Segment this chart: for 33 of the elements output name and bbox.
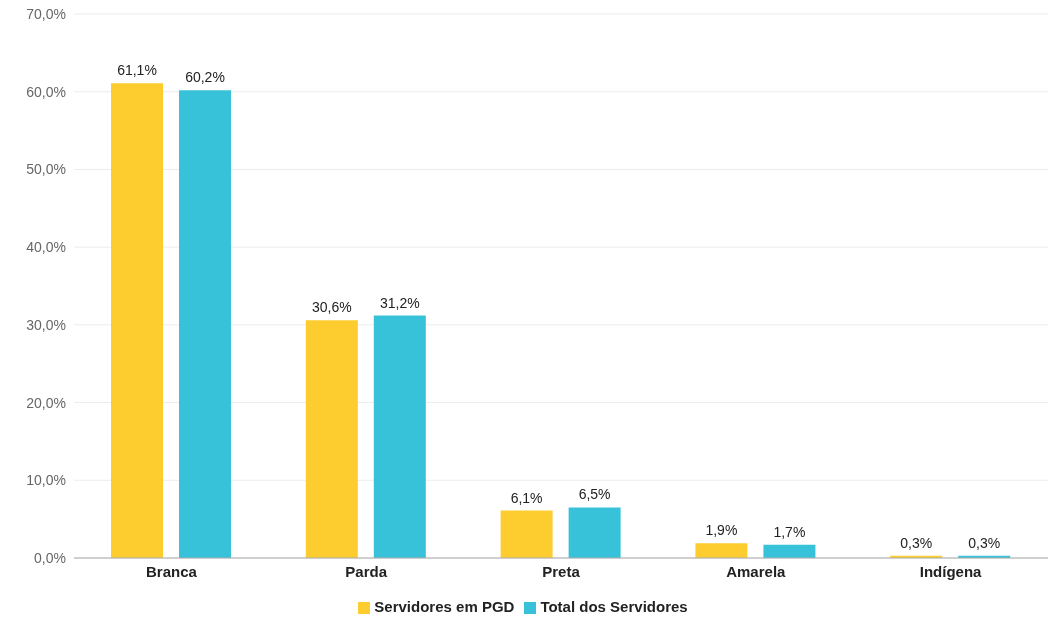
bar bbox=[500, 510, 553, 558]
y-tick-label: 20,0% bbox=[26, 394, 66, 411]
x-tick-label: Indígena bbox=[919, 562, 983, 580]
y-tick-label: 70,0% bbox=[26, 5, 66, 22]
x-tick-label: Branca bbox=[145, 562, 198, 580]
bar bbox=[111, 83, 164, 558]
y-tick-label: 40,0% bbox=[26, 239, 66, 256]
bar bbox=[373, 315, 426, 558]
data-label: 60,2% bbox=[185, 69, 225, 86]
data-label: 31,2% bbox=[379, 294, 420, 311]
data-label: 61,1% bbox=[117, 62, 157, 79]
y-tick-label: 0,0% bbox=[34, 549, 66, 566]
y-tick-label: 50,0% bbox=[26, 161, 66, 178]
legend-label: Servidores em PGD bbox=[374, 598, 515, 615]
x-tick-label: Amarela bbox=[726, 562, 787, 580]
data-label: 0,3% bbox=[968, 534, 1001, 551]
data-label: 1,7% bbox=[773, 523, 806, 540]
bar bbox=[763, 544, 816, 558]
data-label: 30,6% bbox=[311, 299, 352, 316]
bar bbox=[179, 90, 232, 558]
y-tick-label: 10,0% bbox=[26, 472, 66, 489]
data-label: 6,1% bbox=[510, 489, 543, 506]
x-tick-label: Parda bbox=[345, 562, 388, 580]
data-label: 6,5% bbox=[578, 486, 611, 503]
bar bbox=[568, 507, 621, 558]
bar bbox=[695, 543, 748, 558]
data-label: 1,9% bbox=[705, 522, 738, 539]
data-label: 0,3% bbox=[900, 534, 933, 551]
legend-label: Total dos Servidores bbox=[540, 598, 688, 615]
y-tick-label: 30,0% bbox=[26, 316, 66, 333]
x-tick-label: Preta bbox=[542, 562, 581, 580]
bar bbox=[305, 320, 358, 558]
y-tick-label: 60,0% bbox=[26, 83, 66, 100]
